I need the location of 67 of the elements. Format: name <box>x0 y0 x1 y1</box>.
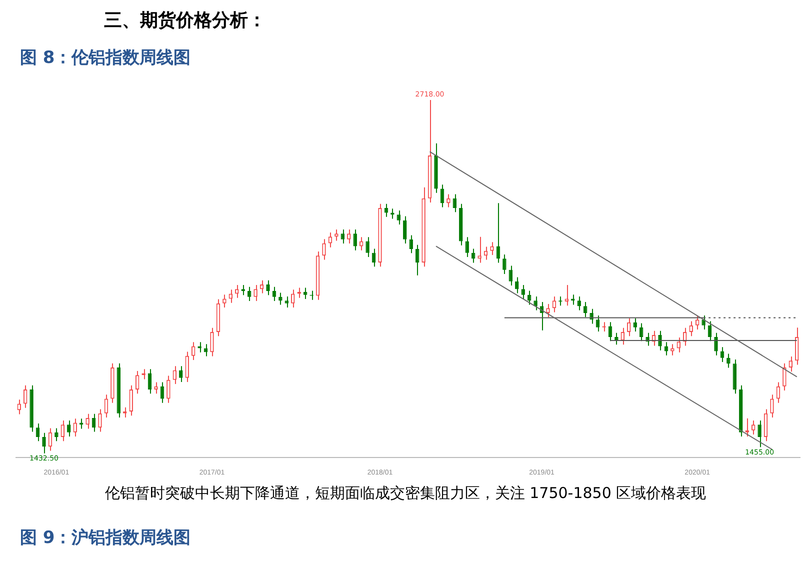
candlestick <box>714 332 718 356</box>
candlestick <box>521 284 525 300</box>
candlestick <box>98 408 102 432</box>
candlestick <box>695 315 700 330</box>
candlestick <box>154 382 158 394</box>
candlestick <box>179 366 183 383</box>
candlestick <box>266 280 270 296</box>
candlestick <box>284 296 289 308</box>
candlestick <box>502 254 506 274</box>
candlestick <box>347 228 351 244</box>
candlestick <box>478 236 482 264</box>
candlestick <box>795 327 799 366</box>
candlestick <box>758 420 762 448</box>
text: 三、期货价格分析： <box>104 9 266 32</box>
candlestick <box>67 420 71 437</box>
candlestick <box>54 428 58 442</box>
candlestick <box>334 228 338 242</box>
candlestick <box>702 315 706 330</box>
candlestick <box>222 294 226 308</box>
candlestick <box>782 362 786 392</box>
candlestick <box>446 194 450 208</box>
candlestick <box>577 296 581 311</box>
candlestick <box>409 234 413 254</box>
candlestick <box>720 346 724 362</box>
candlestick <box>172 366 177 384</box>
candlestick <box>322 238 326 260</box>
candlestick <box>627 318 631 337</box>
candlestick <box>670 344 674 356</box>
candlestick <box>353 228 357 251</box>
candlestick <box>42 432 46 454</box>
candlestick <box>272 286 276 302</box>
candlestick <box>73 418 77 437</box>
candlestick <box>689 320 693 337</box>
candlestick <box>633 318 637 332</box>
candlestick <box>366 236 370 258</box>
candlestick <box>515 276 519 294</box>
candlestick <box>403 216 407 244</box>
candlestick <box>204 344 208 357</box>
candlestick <box>86 413 90 430</box>
text: 伦铝暂时突破中长期下降通道，短期面临成交密集阻力区，关注 1750-1850 区域价格表现 <box>104 484 708 503</box>
candlestick <box>278 292 282 306</box>
candlestick <box>546 303 550 318</box>
candlestick <box>608 322 612 342</box>
candlestick <box>17 399 21 415</box>
candlestick <box>726 353 730 368</box>
candlestick <box>396 210 401 226</box>
candlestick <box>340 228 345 244</box>
candlestick <box>596 315 600 332</box>
candlestick <box>534 296 538 311</box>
candlestick <box>614 332 618 346</box>
candlestick <box>129 384 133 416</box>
candlestick <box>490 242 494 256</box>
candlestick <box>465 236 469 258</box>
candlestick <box>247 286 252 302</box>
caption: 图 9：沪铝指数周线图 <box>20 527 191 549</box>
candlestick <box>185 351 189 383</box>
candlestick <box>254 284 258 302</box>
candlestick <box>751 420 756 436</box>
chart-title: 图 8：伦铝指数周线图 <box>20 47 191 69</box>
candlestick <box>564 284 569 306</box>
candlestick <box>683 327 687 346</box>
candlestick <box>291 289 295 308</box>
candlestick <box>235 284 239 298</box>
candlestick <box>770 394 774 418</box>
candlestick <box>210 327 214 357</box>
candlestick <box>658 330 662 351</box>
candlestick <box>166 375 170 404</box>
